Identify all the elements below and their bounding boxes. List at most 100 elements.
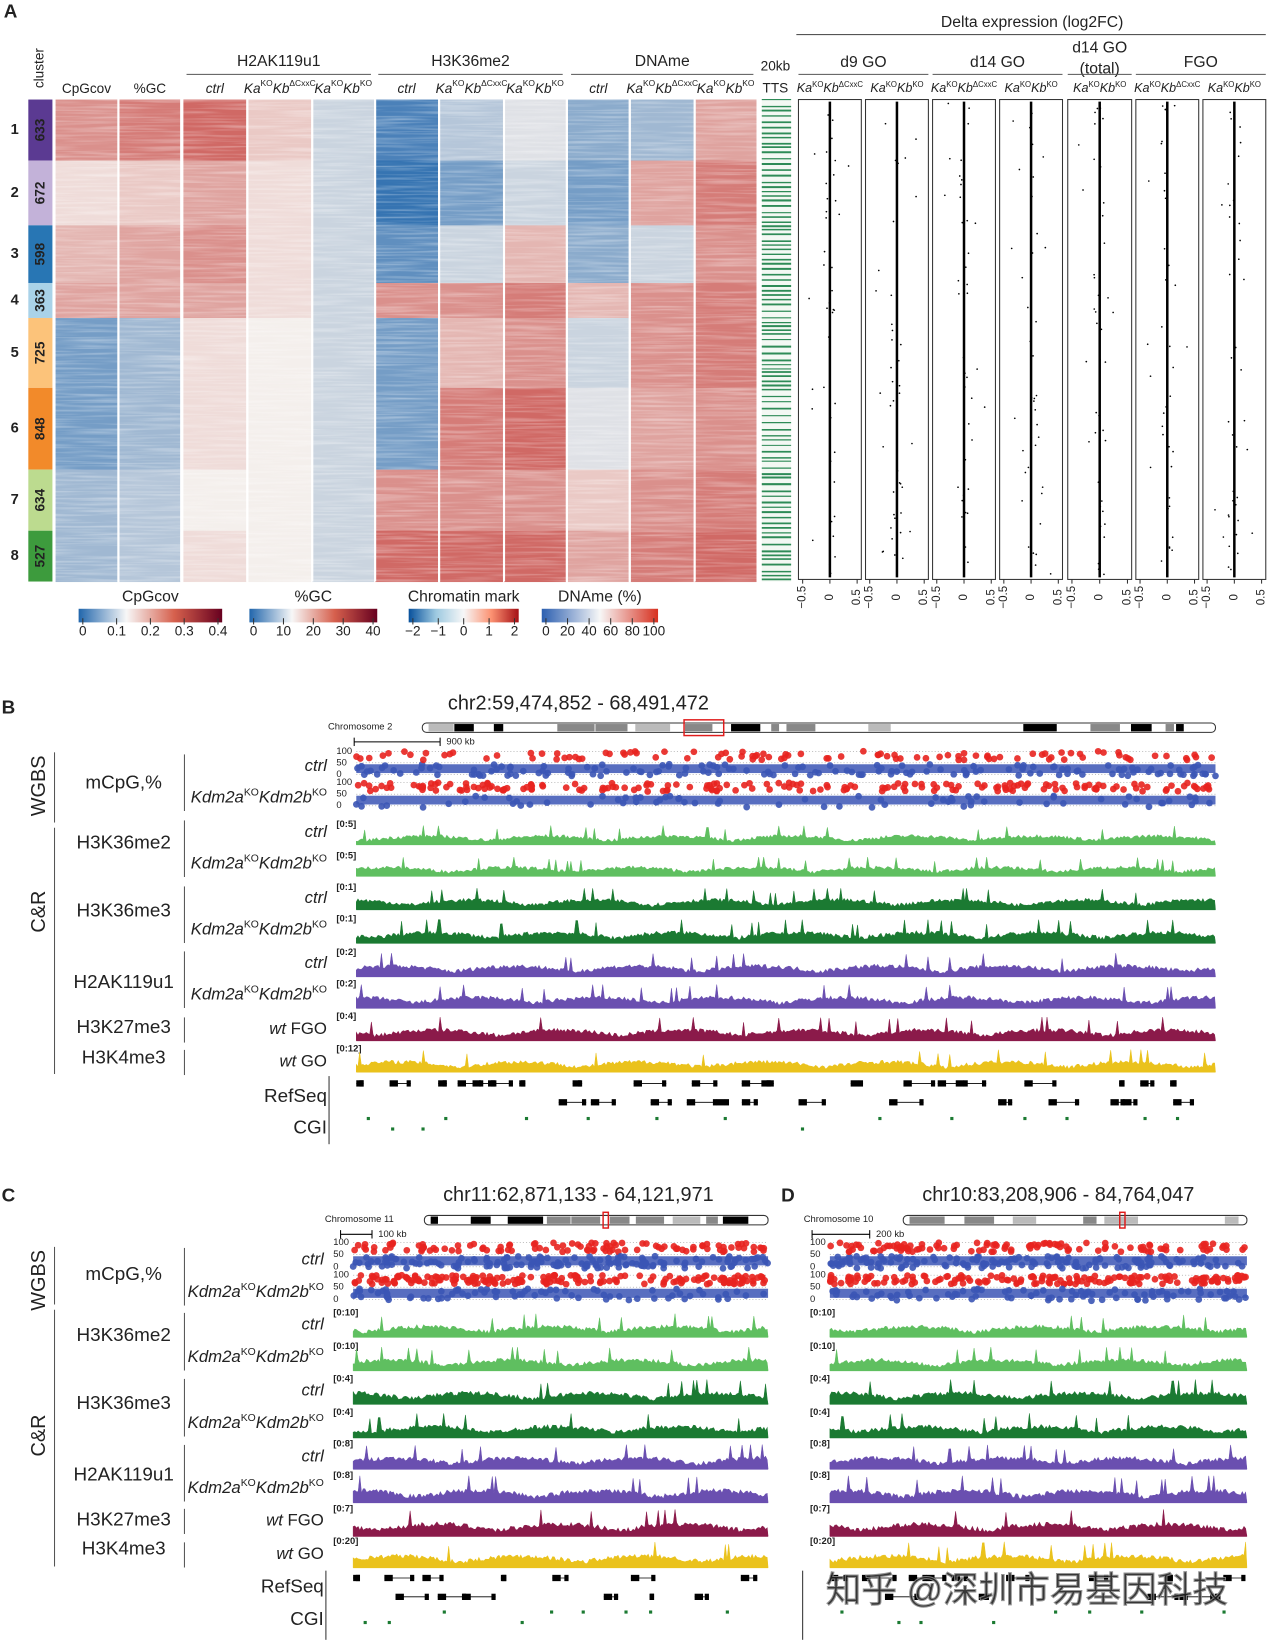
track-range: [0:1] [336,912,356,923]
methylation-dot [1068,1295,1075,1303]
label-part: Kb [726,81,743,96]
ideogram-band [635,1216,665,1224]
methylation-dot [1202,1240,1210,1248]
label-part: Kb [1100,81,1115,95]
expression-dot [894,159,897,162]
methylation-dot [959,1279,967,1287]
methylation-dot [589,770,597,778]
expression-dot [1029,340,1032,343]
gene-exon [577,1080,583,1087]
label-part: Kdm2a [188,1347,241,1366]
methylation-dot [775,801,783,808]
signal-track [829,1475,1248,1503]
methylation-dot [365,782,373,790]
methylation-dot [441,1245,449,1253]
methylation-dot [952,786,960,794]
gene-exon [667,1099,672,1106]
methylation-dot [550,1239,557,1247]
methylation-dot [542,1289,549,1297]
methylation-dot [561,754,568,762]
sample-label: wt FGO [266,1511,324,1530]
methylation-dot [731,1274,738,1282]
label-part: wt [279,1052,297,1071]
methylation-dot [598,761,606,769]
gene-exon [1216,1593,1221,1600]
expression-dot [831,289,833,292]
ideogram-region [602,1211,610,1229]
methylation-tick: 50 [333,1281,343,1292]
methylation-dot [742,1292,750,1299]
signal-track [352,1475,769,1503]
methylation-dot [599,784,607,792]
expression-dot [959,196,962,199]
cluster-bar [28,317,53,388]
methylation-dot [959,1287,967,1295]
methylation-dot [544,1254,551,1262]
ideogram-band [1023,724,1057,732]
methylation-dot [1147,1261,1154,1269]
track-range: [0:10] [810,1306,835,1317]
methylation-dot [686,1292,694,1300]
ideogram-band [1195,724,1208,732]
colorbar-tick-label: 0 [460,623,468,638]
methylation-dot [1151,752,1159,760]
methylation-dot [554,1262,562,1270]
label-part: Kdm2a [188,1282,241,1301]
cluster-id: 7 [11,492,19,508]
methylation-dot [1189,764,1197,772]
expression-dot [967,122,970,125]
expression-dot [1044,246,1047,249]
expression-dot [1032,176,1035,178]
methylation-dot [861,1278,869,1286]
methylation-band [356,795,1216,805]
column-label: KaKOKbΔCxxC [436,78,508,95]
signal-track [829,1509,1248,1537]
methylation-dot [517,802,525,809]
label-part: Kdm2a [188,1478,241,1497]
expression-dot [811,408,814,410]
colorbar-tick-label: 0 [250,623,258,638]
methylation-dot [1061,787,1068,795]
methylation-dot [709,762,717,769]
methylation-dot [1092,1264,1100,1271]
methylation-dot [527,749,535,757]
cgi-mark [840,1610,844,1614]
methylation-dot [1242,1294,1249,1302]
methylation-dot [744,1264,751,1272]
panel-label: A [4,1,18,22]
expression-dot [1027,466,1030,469]
methylation-dot [352,800,360,808]
expression-group-title: (total) [1080,60,1120,77]
label-part: ctrl [301,1381,325,1400]
gene-exon [1006,1574,1015,1582]
methylation-dot [947,781,955,789]
methylation-dot [568,1292,575,1299]
expression-dot [825,182,828,185]
x-tick-label: 0 [1025,594,1037,600]
expression-dot [1161,105,1164,107]
signal-track [829,1413,1248,1438]
column-gap [246,99,249,582]
cluster-bar [28,530,53,582]
label-part: ctrl [305,888,329,907]
cluster-id: 3 [11,246,19,262]
methylation-dot [578,787,586,794]
gene-exon [1140,1080,1149,1087]
methylation-dot [1213,1262,1221,1269]
expression-dot [833,309,836,311]
expression-dot [1235,446,1238,448]
methylation-dot [506,764,514,772]
expression-dot [1186,346,1188,348]
methylation-dot [559,1242,567,1250]
methylation-dot [1168,782,1175,790]
expression-dot [1164,108,1167,111]
methylation-dot [1145,803,1153,811]
methylation-dot [852,1241,860,1249]
expression-column-label: KaKOKbKO [870,80,923,96]
expression-dot [1032,355,1034,357]
methylation-dot [1060,756,1068,764]
gene-exon [651,1574,656,1582]
methylation-dot [921,1257,928,1265]
gene-exon [1052,1080,1057,1087]
methylation-dot [682,764,690,772]
